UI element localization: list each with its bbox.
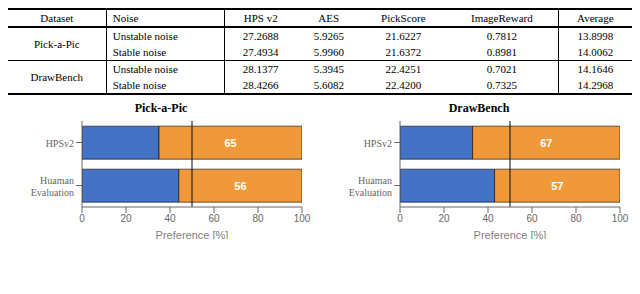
svg-text:20: 20 bbox=[438, 213, 450, 224]
svg-text:HPSv2: HPSv2 bbox=[364, 137, 392, 148]
html-text:21.6372: 21.6372 bbox=[385, 46, 422, 58]
html-text:Pick-a-Pic: Pick-a-Pic bbox=[33, 38, 80, 50]
svg-text:HuamanEvaluation: HuamanEvaluation bbox=[31, 174, 74, 197]
svg-text:20: 20 bbox=[120, 213, 132, 224]
html-text:Stable noise: Stable noise bbox=[112, 46, 167, 58]
html-text:Unstable noise: Unstable noise bbox=[112, 63, 178, 75]
html-text:13.8998: 13.8998 bbox=[577, 30, 614, 42]
html-text:27.4934: 27.4934 bbox=[242, 46, 279, 58]
svg-text:0: 0 bbox=[79, 213, 85, 224]
html-text:Stable noise: Stable noise bbox=[112, 79, 167, 91]
html-text:5.3945: 5.3945 bbox=[313, 63, 344, 75]
html-text:28.4266: 28.4266 bbox=[242, 79, 279, 91]
html-text:22.4200: 22.4200 bbox=[385, 79, 422, 91]
svg-text:57: 57 bbox=[551, 180, 563, 192]
html-text:ImageReward: ImageReward bbox=[471, 12, 533, 24]
svg-text:56: 56 bbox=[234, 180, 246, 192]
svg-text:40: 40 bbox=[164, 213, 176, 224]
svg-text:Preference [%]: Preference [%] bbox=[156, 229, 229, 239]
html-text:DrawBench: DrawBench bbox=[448, 101, 510, 115]
html-text:Average: Average bbox=[577, 12, 614, 24]
html-text:PickScore: PickScore bbox=[381, 12, 426, 24]
svg-text:80: 80 bbox=[252, 213, 264, 224]
html-text:0.7812: 0.7812 bbox=[486, 30, 517, 42]
html-text:21.6227: 21.6227 bbox=[385, 30, 422, 42]
html-text:Dataset: Dataset bbox=[40, 12, 74, 24]
html-text:5.6082: 5.6082 bbox=[313, 79, 344, 91]
html-text:22.4251: 22.4251 bbox=[385, 63, 422, 75]
html-text:DrawBench: DrawBench bbox=[30, 71, 84, 83]
html-text:5.9960: 5.9960 bbox=[313, 46, 344, 58]
html-text:14.1646: 14.1646 bbox=[577, 63, 614, 75]
svg-text:100: 100 bbox=[612, 213, 629, 224]
svg-text:HuamanEvaluation: HuamanEvaluation bbox=[349, 174, 392, 197]
html-text:28.1377: 28.1377 bbox=[242, 63, 279, 75]
html-text:Noise: Noise bbox=[112, 12, 139, 24]
html-text:14.0062: 14.0062 bbox=[577, 46, 614, 58]
svg-text:80: 80 bbox=[570, 213, 582, 224]
svg-text:0: 0 bbox=[397, 213, 403, 224]
svg-text:60: 60 bbox=[208, 213, 220, 224]
svg-text:40: 40 bbox=[482, 213, 494, 224]
svg-text:60: 60 bbox=[526, 213, 538, 224]
html-text:27.2688: 27.2688 bbox=[242, 30, 279, 42]
html-text:14.2968: 14.2968 bbox=[577, 79, 614, 91]
html-text:5.9265: 5.9265 bbox=[313, 30, 344, 42]
html-text:0.8981: 0.8981 bbox=[486, 46, 517, 58]
html-text:Unstable noise: Unstable noise bbox=[112, 30, 178, 42]
html-text:0.7325: 0.7325 bbox=[486, 79, 517, 91]
html-text:HPS v2: HPS v2 bbox=[243, 12, 278, 24]
html-text:Pick-a-Pic: Pick-a-Pic bbox=[134, 101, 188, 115]
svg-text:67: 67 bbox=[540, 137, 552, 149]
svg-text:65: 65 bbox=[224, 137, 236, 149]
svg-text:100: 100 bbox=[294, 213, 311, 224]
html-text:0.7021: 0.7021 bbox=[486, 63, 517, 75]
svg-text:HPSv2: HPSv2 bbox=[46, 137, 74, 148]
svg-text:Preference [%]: Preference [%] bbox=[474, 229, 547, 239]
html-text:AES: AES bbox=[318, 12, 340, 24]
